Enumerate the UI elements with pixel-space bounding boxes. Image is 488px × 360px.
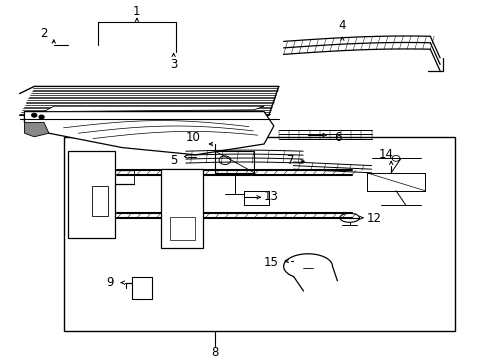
Text: 5: 5 bbox=[169, 154, 177, 167]
Polygon shape bbox=[24, 122, 49, 137]
Text: 8: 8 bbox=[211, 346, 219, 359]
Circle shape bbox=[39, 115, 44, 119]
Bar bbox=[169, 217, 194, 240]
Bar bbox=[132, 277, 151, 299]
Text: 4: 4 bbox=[338, 19, 346, 32]
Bar bbox=[161, 169, 203, 248]
Text: 6: 6 bbox=[333, 131, 341, 144]
Text: 9: 9 bbox=[106, 276, 114, 289]
Bar bbox=[92, 186, 108, 216]
Text: 13: 13 bbox=[264, 190, 278, 203]
Circle shape bbox=[32, 113, 37, 117]
Text: 7: 7 bbox=[286, 154, 294, 167]
Text: 14: 14 bbox=[378, 148, 393, 161]
Polygon shape bbox=[44, 106, 264, 112]
Polygon shape bbox=[24, 112, 273, 155]
Text: 12: 12 bbox=[366, 212, 381, 225]
Text: 2: 2 bbox=[40, 27, 48, 40]
Text: 15: 15 bbox=[264, 256, 278, 269]
Text: 10: 10 bbox=[185, 131, 200, 144]
Text: 1: 1 bbox=[133, 5, 141, 18]
Bar bbox=[68, 151, 115, 238]
Text: 3: 3 bbox=[169, 58, 177, 71]
Text: 11: 11 bbox=[88, 168, 102, 181]
Bar bbox=[63, 137, 454, 331]
